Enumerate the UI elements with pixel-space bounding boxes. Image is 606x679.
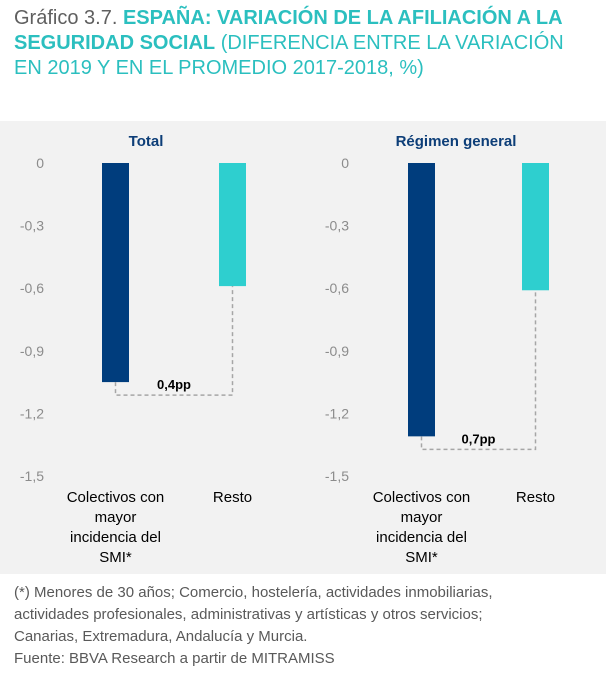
difference-label: 0,7pp: [462, 431, 496, 446]
bar-colectivos: [408, 163, 435, 437]
difference-bracket: [420, 290, 537, 451]
title-prefix: Gráfico 3.7.: [14, 7, 118, 29]
bar-resto: [219, 163, 246, 287]
source-note: Fuente: BBVA Research a partir de MITRAM…: [14, 650, 335, 667]
panel-title: Total: [129, 133, 164, 150]
x-tick-label: Resto: [213, 489, 252, 506]
y-tick-label: -1,5: [325, 468, 349, 484]
y-tick-label: 0: [341, 155, 349, 171]
footnote-line-3: Canarias, Extremadura, Andalucía y Murci…: [14, 628, 308, 645]
chart-title: Gráfico 3.7. ESPAÑA: VARIACIÓN DE LA AFI…: [14, 6, 594, 81]
y-tick-label: -0,6: [325, 280, 349, 296]
bar-resto: [522, 163, 549, 291]
x-tick-label: Colectivos con: [67, 489, 165, 506]
y-tick-label: -0,6: [20, 280, 44, 296]
x-tick-label: incidencia del: [376, 529, 467, 546]
footnote-line-2: actividades profesionales, administrativ…: [14, 606, 483, 623]
x-tick-label: SMI*: [99, 549, 132, 566]
panel-title: Régimen general: [396, 133, 517, 150]
x-tick-label: Colectivos con: [373, 489, 471, 506]
x-tick-label: mayor: [95, 509, 137, 526]
bar-colectivos: [102, 163, 129, 383]
y-tick-label: 0: [36, 155, 44, 171]
footnote-line-1: (*) Menores de 30 años; Comercio, hostel…: [14, 584, 493, 601]
footer: (*) Menores de 30 años; Comercio, hostel…: [14, 582, 599, 670]
y-tick-label: -0,9: [20, 343, 44, 359]
difference-label: 0,4pp: [157, 377, 191, 392]
x-tick-label: mayor: [401, 509, 443, 526]
x-tick-label: SMI*: [405, 549, 438, 566]
y-tick-label: -1,2: [325, 405, 349, 421]
y-tick-label: -0,3: [325, 218, 349, 234]
x-tick-label: Resto: [516, 489, 555, 506]
chart-panel: Total 0 -0,3 -0,6 -0,9 -1,2 -1,5 0,4pp Colectivo…: [0, 121, 606, 574]
x-tick-label: incidencia del: [70, 529, 161, 546]
y-tick-label: -1,5: [20, 468, 44, 484]
title-main: ESPAÑA: VARIACIÓN DE LA AFILIACIÓN A LA …: [14, 7, 562, 54]
y-tick-label: -1,2: [20, 405, 44, 421]
title-subtitle: (DIFERENCIA ENTRE LA VARIACIÓN EN 2019 Y…: [14, 32, 564, 79]
difference-bracket: [114, 286, 234, 396]
y-tick-label: -0,9: [325, 343, 349, 359]
y-tick-label: -0,3: [20, 218, 44, 234]
charts-svg: Total 0 -0,3 -0,6 -0,9 -1,2 -1,5 0,4pp Colectivo…: [20, 133, 555, 566]
